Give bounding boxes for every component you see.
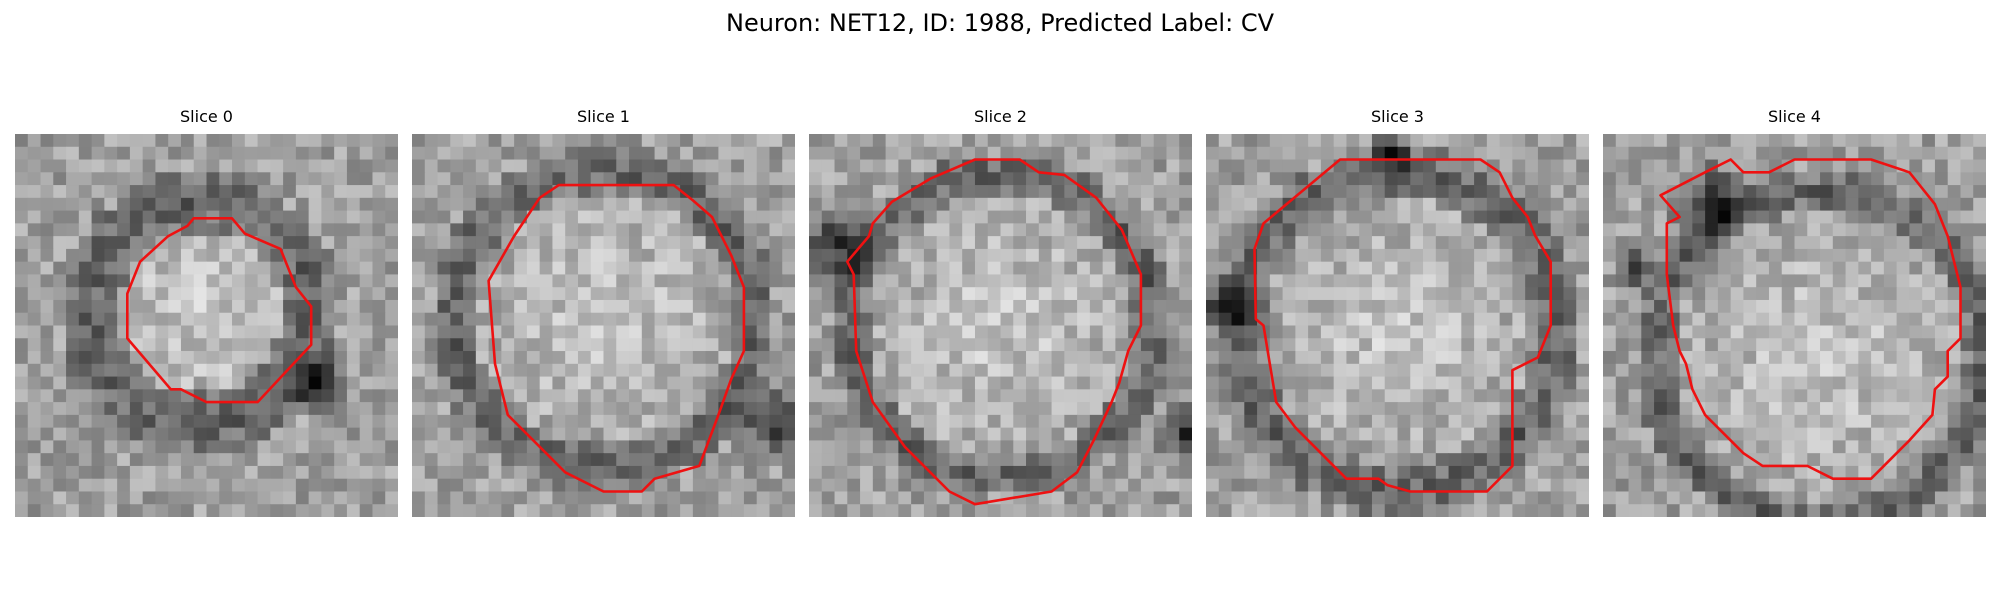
slice-image-1 — [412, 134, 795, 517]
slice-title-2: Slice 2 — [974, 107, 1027, 126]
slice-4-micrograph — [1603, 134, 1986, 517]
slice-1-micrograph — [412, 134, 795, 517]
slice-0-contour — [126, 217, 313, 404]
slice-title-0: Slice 0 — [180, 107, 233, 126]
slice-2-contour — [845, 158, 1143, 506]
slice-4-contour — [1659, 158, 1962, 481]
slice-3-contour — [1253, 158, 1553, 493]
slice-panel-1: Slice 1 — [412, 107, 795, 517]
slice-1-contour — [487, 183, 746, 493]
slice-title-1: Slice 1 — [577, 107, 630, 126]
slice-image-3 — [1206, 134, 1589, 517]
slice-panel-3: Slice 3 — [1206, 107, 1589, 517]
slice-0-micrograph — [15, 134, 398, 517]
slice-panel-4: Slice 4 — [1603, 107, 1986, 517]
figure-title: Neuron: NET12, ID: 1988, Predicted Label… — [726, 9, 1274, 37]
slice-image-2 — [809, 134, 1192, 517]
slice-image-4 — [1603, 134, 1986, 517]
slice-panel-0: Slice 0 — [15, 107, 398, 517]
slice-title-3: Slice 3 — [1371, 107, 1424, 126]
slice-image-0 — [15, 134, 398, 517]
slice-2-micrograph — [809, 134, 1192, 517]
slice-3-micrograph — [1206, 134, 1589, 517]
slice-panel-2: Slice 2 — [809, 107, 1192, 517]
slice-title-4: Slice 4 — [1768, 107, 1821, 126]
